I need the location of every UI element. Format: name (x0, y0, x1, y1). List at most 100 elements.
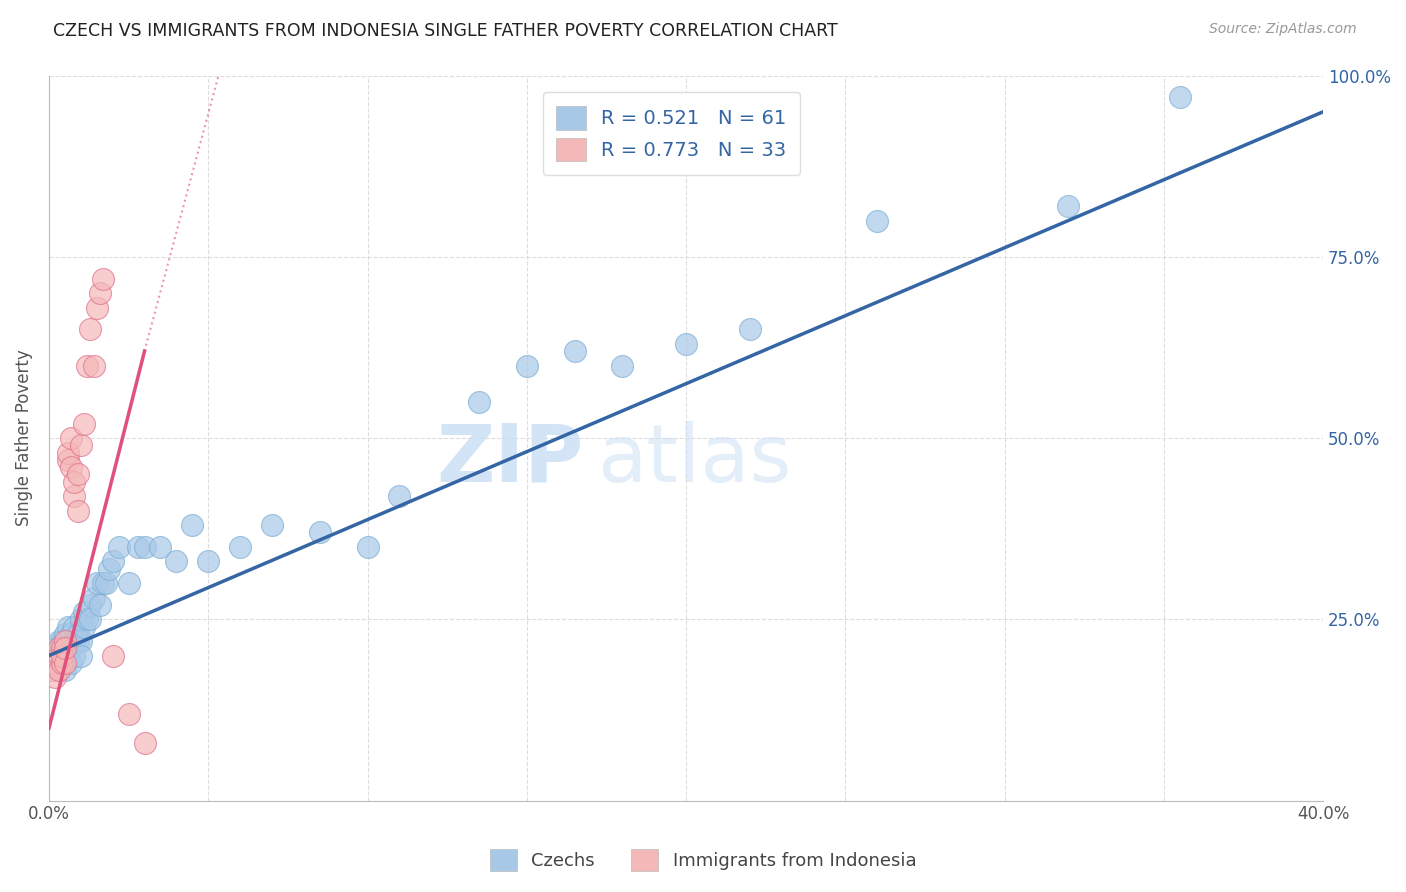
Point (51, 641, 73, 656)
Point (56, 634, 79, 648)
Point (1057, 199, 1080, 213)
Point (83, 591, 105, 605)
Point (53, 663, 76, 677)
Point (48, 641, 70, 656)
Point (79, 612, 101, 626)
Point (66, 634, 89, 648)
Point (66, 467, 89, 482)
Point (53, 656, 76, 670)
Point (149, 540, 172, 554)
Point (53, 641, 76, 656)
Point (48, 663, 70, 677)
Point (117, 706, 139, 721)
Point (69, 438, 91, 452)
Point (308, 525, 330, 540)
Point (53, 641, 76, 656)
Point (86, 301, 108, 315)
Point (108, 540, 131, 554)
Point (60, 641, 83, 656)
Point (134, 540, 156, 554)
Point (66, 503, 89, 517)
Point (612, 359, 634, 373)
Point (738, 322, 761, 336)
Point (101, 648, 124, 663)
Point (51, 656, 73, 670)
Text: atlas: atlas (598, 421, 792, 499)
Point (51, 641, 73, 656)
Point (388, 489, 411, 503)
Point (73, 417, 96, 431)
Point (44, 656, 66, 670)
Legend: R = 0.521   N = 61, R = 0.773   N = 33: R = 0.521 N = 61, R = 0.773 N = 33 (543, 93, 800, 175)
Point (181, 518, 204, 533)
Point (91, 576, 114, 591)
Point (56, 452, 79, 467)
Point (60, 431, 83, 445)
Point (53, 648, 76, 663)
Point (53, 627, 76, 641)
Point (1168, 90, 1191, 104)
Point (79, 598, 101, 612)
Point (96, 576, 118, 591)
Point (48, 648, 70, 663)
Point (83, 359, 105, 373)
Point (76, 359, 98, 373)
Legend: Czechs, Immigrants from Indonesia: Czechs, Immigrants from Indonesia (482, 842, 924, 879)
Point (134, 736, 156, 750)
Point (41, 656, 63, 670)
Point (516, 359, 538, 373)
Point (63, 634, 86, 648)
Point (76, 612, 98, 626)
Point (73, 619, 96, 633)
Point (197, 554, 219, 568)
Point (117, 576, 139, 591)
Point (127, 540, 149, 554)
Point (51, 648, 73, 663)
Point (44, 648, 66, 663)
Point (564, 344, 586, 359)
Point (48, 648, 70, 663)
Point (51, 656, 73, 670)
Point (63, 489, 86, 503)
Text: Source: ZipAtlas.com: Source: ZipAtlas.com (1209, 22, 1357, 37)
Point (60, 656, 83, 670)
Point (675, 336, 697, 351)
Point (44, 641, 66, 656)
Point (53, 634, 76, 648)
Point (229, 540, 252, 554)
Point (60, 627, 83, 641)
Point (56, 648, 79, 663)
Point (63, 648, 86, 663)
Point (63, 619, 86, 633)
Point (91, 271, 114, 285)
Point (51, 634, 73, 648)
Text: ZIP: ZIP (437, 421, 583, 499)
Point (468, 394, 491, 409)
Point (44, 670, 66, 684)
Point (89, 286, 111, 301)
Point (56, 619, 79, 633)
Point (98, 561, 121, 575)
Point (69, 634, 91, 648)
Point (48, 663, 70, 677)
Point (79, 322, 101, 336)
Point (73, 605, 96, 619)
Point (260, 518, 283, 533)
Point (69, 648, 91, 663)
Point (41, 648, 63, 663)
Text: CZECH VS IMMIGRANTS FROM INDONESIA SINGLE FATHER POVERTY CORRELATION CHART: CZECH VS IMMIGRANTS FROM INDONESIA SINGL… (53, 22, 838, 40)
Point (101, 554, 124, 568)
Point (89, 598, 111, 612)
Point (63, 475, 86, 489)
Point (41, 663, 63, 677)
Point (48, 634, 70, 648)
Point (56, 445, 79, 459)
Point (165, 554, 187, 568)
Point (44, 656, 66, 670)
Point (60, 460, 83, 475)
Point (69, 612, 91, 626)
Y-axis label: Single Father Poverty: Single Father Poverty (15, 350, 32, 526)
Point (86, 576, 108, 591)
Point (66, 627, 89, 641)
Point (866, 213, 889, 227)
